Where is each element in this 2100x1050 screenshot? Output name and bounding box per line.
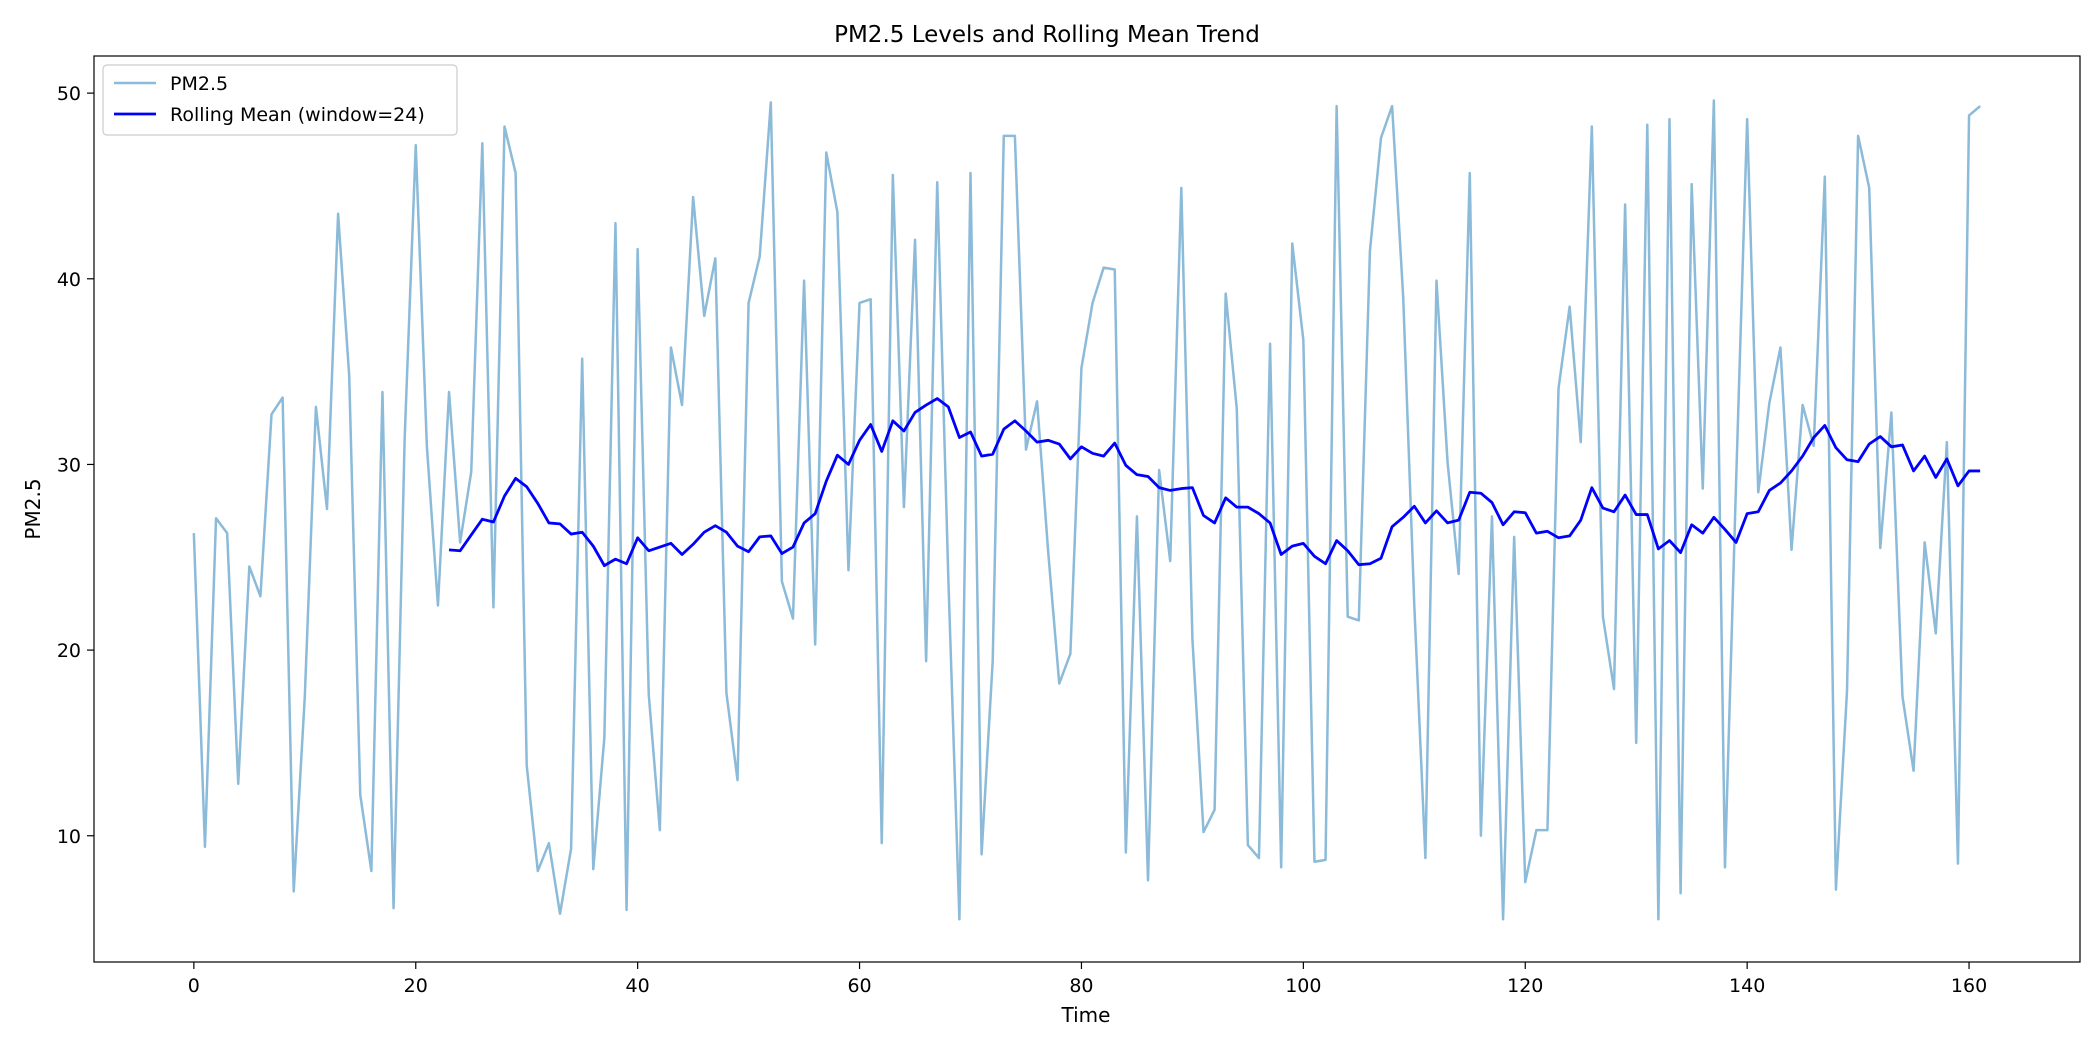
y-tick-label: 40 [57, 269, 81, 291]
legend-box [102, 64, 458, 136]
chart-title: PM2.5 Levels and Rolling Mean Trend [834, 22, 1260, 48]
x-tick-label: 60 [847, 975, 871, 997]
y-tick-label: 50 [57, 83, 81, 105]
y-axis: 10 20 30 40 50 [57, 83, 94, 848]
y-axis-label: PM2.5 [21, 478, 45, 539]
plot-frame [93, 55, 2081, 963]
x-tick-label: 100 [1285, 975, 1321, 997]
x-axis: 0 20 40 60 80 100 120 140 160 [188, 962, 1987, 997]
x-tick-label: 0 [188, 975, 200, 997]
x-tick-label: 20 [404, 975, 428, 997]
y-tick-label: 10 [57, 826, 81, 848]
series-line-pm25 [192, 99, 1981, 921]
x-tick-label: 160 [1951, 975, 1987, 997]
y-tick-label: 20 [57, 640, 81, 662]
y-tick-label: 30 [57, 454, 81, 476]
series-line-rolling-mean [448, 397, 1981, 568]
x-tick-label: 140 [1729, 975, 1765, 997]
legend: PM2.5 Rolling Mean (window=24) [102, 64, 458, 136]
legend-label-rolling-mean: Rolling Mean (window=24) [170, 104, 425, 126]
x-axis-label: Time [1061, 1003, 1111, 1027]
legend-label-pm25: PM2.5 [170, 73, 228, 95]
x-tick-label: 80 [1069, 975, 1093, 997]
series-layer [192, 99, 1981, 921]
x-tick-label: 40 [626, 975, 650, 997]
x-tick-label: 120 [1507, 975, 1543, 997]
